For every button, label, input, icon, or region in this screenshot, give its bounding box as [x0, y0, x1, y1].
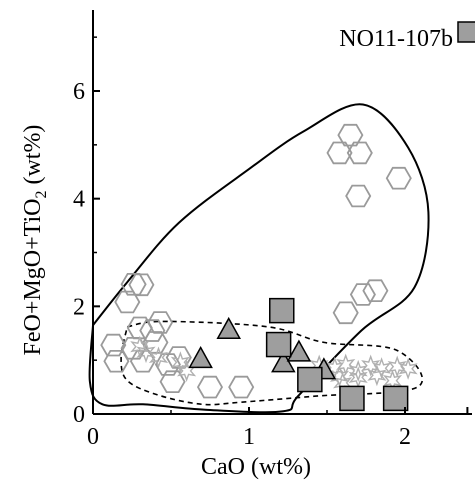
hexagon-marker — [154, 353, 181, 376]
legend: NO11-107b — [339, 21, 475, 52]
solid-region-outline — [88, 103, 430, 414]
hexagon-marker — [346, 141, 373, 165]
legend-square-marker — [457, 21, 475, 43]
legend-label: NO11-107b — [339, 26, 453, 52]
hexagon-marker — [196, 375, 224, 399]
square-marker — [269, 297, 295, 324]
hexagon-marker — [128, 273, 155, 297]
y-tick-label: 2 — [73, 294, 85, 320]
triangle-marker — [216, 316, 241, 340]
x-tick-label: 2 — [399, 424, 411, 450]
star-marker — [348, 366, 368, 389]
hexagon-marker — [345, 184, 372, 208]
y-axis-label-subscript: 2 — [33, 191, 50, 199]
star-marker — [387, 355, 407, 378]
hexagon-marker — [326, 141, 353, 165]
hexagon-marker — [100, 333, 127, 357]
hexagon-marker — [126, 316, 153, 340]
x-tick-label: 1 — [243, 424, 255, 450]
hexagon-marker — [385, 166, 412, 190]
hexagon-marker — [337, 123, 364, 147]
y-axis-label-suffix: (wt%) — [20, 125, 46, 191]
triangle-marker — [271, 350, 296, 373]
triangle-marker — [286, 339, 312, 362]
star-marker — [361, 354, 381, 377]
x-axis-label: CaO (wt%) — [201, 454, 311, 480]
hexagon-marker — [103, 349, 130, 373]
star-marker — [348, 359, 368, 382]
star-marker — [367, 364, 387, 387]
ticks: 0 2 4 6 0 1 2 — [73, 36, 469, 450]
star-marker — [170, 351, 191, 374]
square-marker — [382, 385, 409, 412]
y-tick-label: 0 — [73, 402, 85, 428]
x-tick-label: 0 — [87, 424, 99, 450]
dashed-region-outline — [120, 320, 424, 406]
square-marker — [339, 385, 365, 412]
region-outlines — [88, 103, 430, 414]
y-tick-label: 6 — [73, 79, 85, 105]
y-axis-label: FeO+MgO+TiO2 (wt%) — [20, 125, 50, 356]
axes — [92, 10, 472, 415]
star-marker — [130, 335, 150, 358]
hexagon-marker — [362, 279, 389, 303]
hexagon-marker — [349, 283, 376, 306]
star-marker — [371, 357, 392, 380]
square-marker — [265, 331, 292, 358]
y-tick-label: 4 — [73, 187, 85, 213]
y-axis-label-main: FeO+MgO+TiO — [20, 199, 46, 356]
hexagon-marker — [332, 301, 359, 325]
hexagon-marker — [228, 375, 255, 399]
triangle-marker — [188, 346, 213, 369]
star-marker — [136, 341, 156, 364]
hexagon-marker — [159, 370, 186, 394]
square-marker — [297, 366, 323, 393]
data-points — [100, 123, 418, 412]
hexagon-marker — [129, 349, 156, 373]
star-marker — [148, 346, 169, 369]
hexagon-marker — [139, 319, 166, 342]
star-marker — [398, 357, 418, 380]
